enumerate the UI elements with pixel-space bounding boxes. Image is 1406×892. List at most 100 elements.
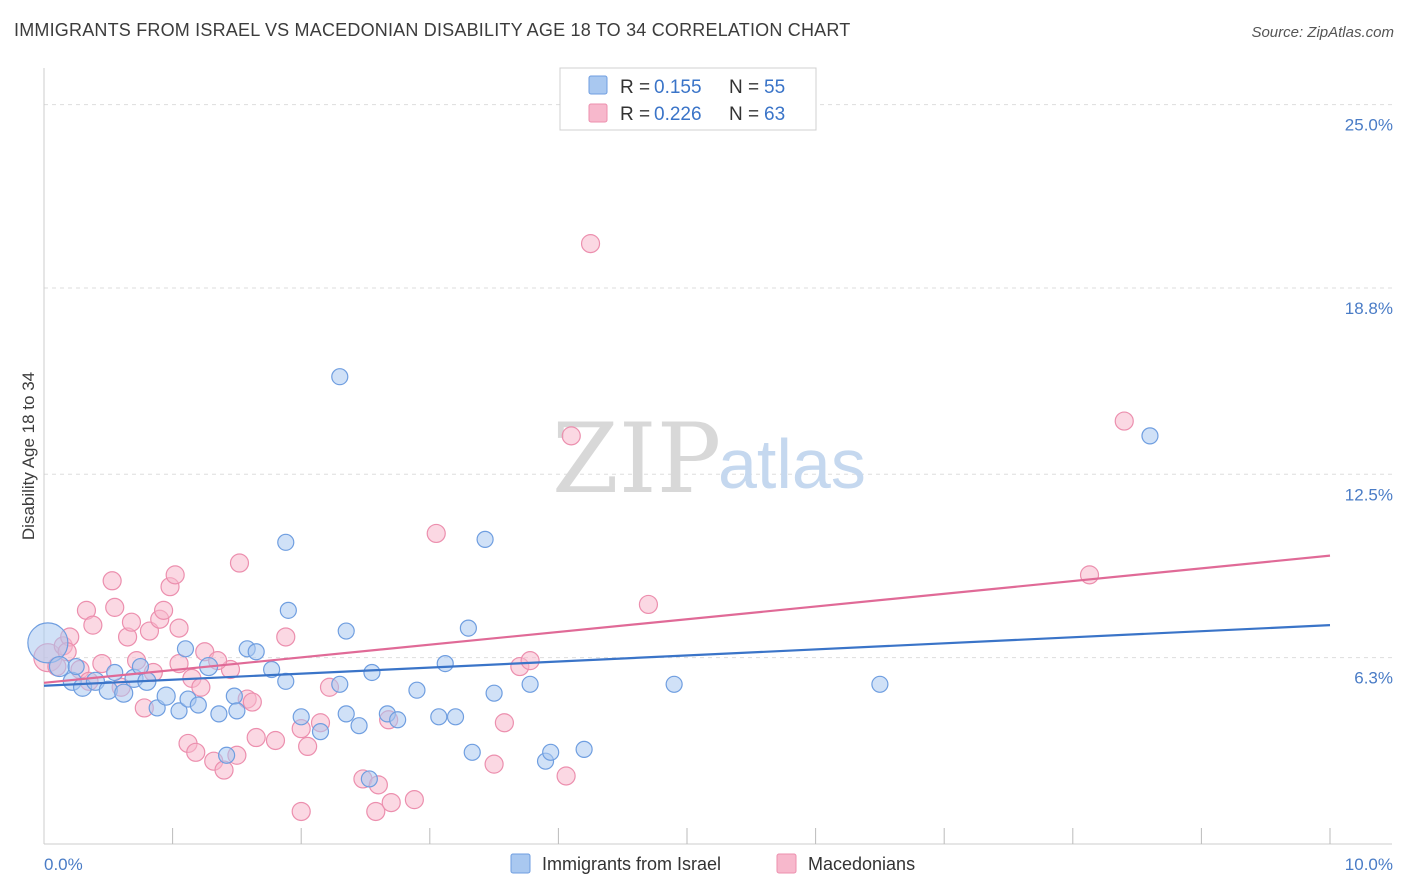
legend-n-value-2: 63 bbox=[764, 104, 785, 125]
series-macedonians bbox=[33, 234, 1134, 822]
point-israel bbox=[114, 683, 134, 703]
y-tick-label: 25.0% bbox=[1345, 116, 1393, 135]
y-axis-title: Disability Age 18 to 34 bbox=[19, 372, 38, 540]
point-israel bbox=[350, 717, 368, 735]
y-tick-label: 18.8% bbox=[1345, 299, 1393, 318]
point-macedonian bbox=[298, 736, 318, 757]
series-immigrants-from-israel bbox=[27, 368, 1159, 788]
trend-line-israel bbox=[43, 624, 1331, 687]
point-israel bbox=[292, 708, 310, 726]
point-macedonian bbox=[242, 692, 262, 712]
point-israel bbox=[48, 655, 71, 678]
point-israel bbox=[247, 643, 265, 661]
point-israel bbox=[665, 675, 683, 693]
point-israel bbox=[67, 657, 85, 676]
point-israel bbox=[170, 702, 188, 720]
point-macedonian bbox=[556, 766, 576, 786]
point-israel bbox=[311, 723, 330, 741]
trend-lines bbox=[43, 554, 1331, 687]
point-macedonian bbox=[1114, 411, 1134, 431]
point-israel bbox=[279, 601, 297, 619]
point-israel bbox=[485, 684, 503, 702]
x-tick-label: 10.0% bbox=[1345, 855, 1393, 874]
legend-r-label-1: R = bbox=[620, 77, 650, 98]
point-israel bbox=[521, 675, 539, 693]
point-israel bbox=[1141, 427, 1159, 445]
point-macedonian bbox=[153, 600, 174, 620]
legend-swatch-blue bbox=[588, 75, 608, 95]
point-macedonian bbox=[102, 571, 122, 591]
chart-source: Source: ZipAtlas.com bbox=[1251, 24, 1394, 41]
point-israel bbox=[360, 770, 378, 788]
point-macedonian bbox=[246, 727, 266, 748]
watermark-zip: ZIP bbox=[552, 403, 721, 515]
point-macedonian bbox=[229, 553, 250, 573]
point-macedonian bbox=[214, 760, 234, 780]
point-israel bbox=[542, 743, 560, 761]
point-israel bbox=[106, 663, 124, 682]
point-macedonian bbox=[1079, 565, 1100, 585]
legend-r-label-2: R = bbox=[620, 104, 650, 125]
axis-layer bbox=[43, 68, 1392, 845]
point-israel bbox=[189, 696, 207, 714]
point-macedonian bbox=[265, 730, 286, 751]
point-israel bbox=[331, 368, 349, 386]
point-israel bbox=[459, 619, 477, 637]
point-israel bbox=[277, 533, 295, 551]
y-tick-label: 6.3% bbox=[1354, 669, 1393, 688]
point-macedonian bbox=[381, 792, 401, 813]
point-macedonian bbox=[426, 523, 446, 544]
x-ticks bbox=[172, 828, 1331, 844]
chart-title: IMMIGRANTS FROM ISRAEL VS MACEDONIAN DIS… bbox=[14, 20, 851, 40]
point-israel bbox=[575, 740, 593, 758]
y-tick-labels: 6.3% 12.5% 18.8% 25.0% bbox=[1345, 116, 1393, 688]
point-macedonian bbox=[494, 713, 514, 733]
legend-n-label-1: N = bbox=[729, 77, 759, 98]
y-tick-label: 12.5% bbox=[1345, 485, 1393, 504]
point-macedonian bbox=[484, 754, 504, 774]
point-israel bbox=[408, 681, 426, 699]
bottom-legend-label-2: Macedonians bbox=[808, 854, 915, 874]
point-macedonian bbox=[580, 234, 601, 254]
bottom-legend-swatch-pink bbox=[776, 853, 797, 874]
point-macedonian bbox=[276, 627, 296, 647]
point-israel bbox=[430, 708, 448, 726]
point-israel bbox=[218, 746, 236, 764]
legend-r-value-2: 0.226 bbox=[654, 104, 702, 125]
bottom-legend-label-1: Immigrants from Israel bbox=[542, 854, 721, 874]
point-israel bbox=[331, 675, 349, 693]
point-israel bbox=[436, 654, 454, 673]
point-macedonian bbox=[366, 801, 386, 822]
watermark-atlas: atlas bbox=[718, 425, 866, 503]
point-israel bbox=[871, 675, 889, 693]
point-israel bbox=[225, 687, 243, 705]
point-israel bbox=[337, 705, 355, 723]
point-macedonian bbox=[638, 594, 659, 615]
point-macedonian bbox=[186, 742, 206, 762]
trend-line-macedonian bbox=[43, 554, 1331, 684]
point-macedonian bbox=[165, 565, 185, 585]
bottom-legend: Immigrants from Israel Macedonians bbox=[510, 853, 915, 874]
point-macedonian bbox=[121, 612, 142, 632]
point-israel bbox=[210, 705, 228, 723]
point-israel bbox=[389, 711, 407, 729]
point-israel bbox=[363, 663, 381, 682]
point-macedonian bbox=[520, 651, 540, 671]
legend-n-value-1: 55 bbox=[764, 77, 785, 98]
point-israel bbox=[27, 622, 69, 664]
legend-box: R = 0.155 N = 55 R = 0.226 N = 63 bbox=[559, 67, 817, 131]
point-israel bbox=[156, 686, 176, 706]
x-tick-label: 0.0% bbox=[44, 855, 83, 874]
x-tick-labels: 0.0% 10.0% bbox=[44, 855, 1393, 874]
point-macedonian bbox=[404, 790, 424, 810]
point-macedonian bbox=[92, 653, 112, 674]
grid-layer bbox=[44, 104, 1392, 659]
point-macedonian bbox=[291, 801, 311, 822]
point-israel bbox=[463, 743, 481, 761]
bottom-legend-swatch-blue bbox=[510, 853, 531, 874]
legend-r-value-1: 0.155 bbox=[654, 77, 702, 98]
legend-swatch-pink bbox=[588, 103, 608, 123]
point-israel bbox=[337, 622, 355, 640]
point-israel bbox=[476, 530, 494, 548]
